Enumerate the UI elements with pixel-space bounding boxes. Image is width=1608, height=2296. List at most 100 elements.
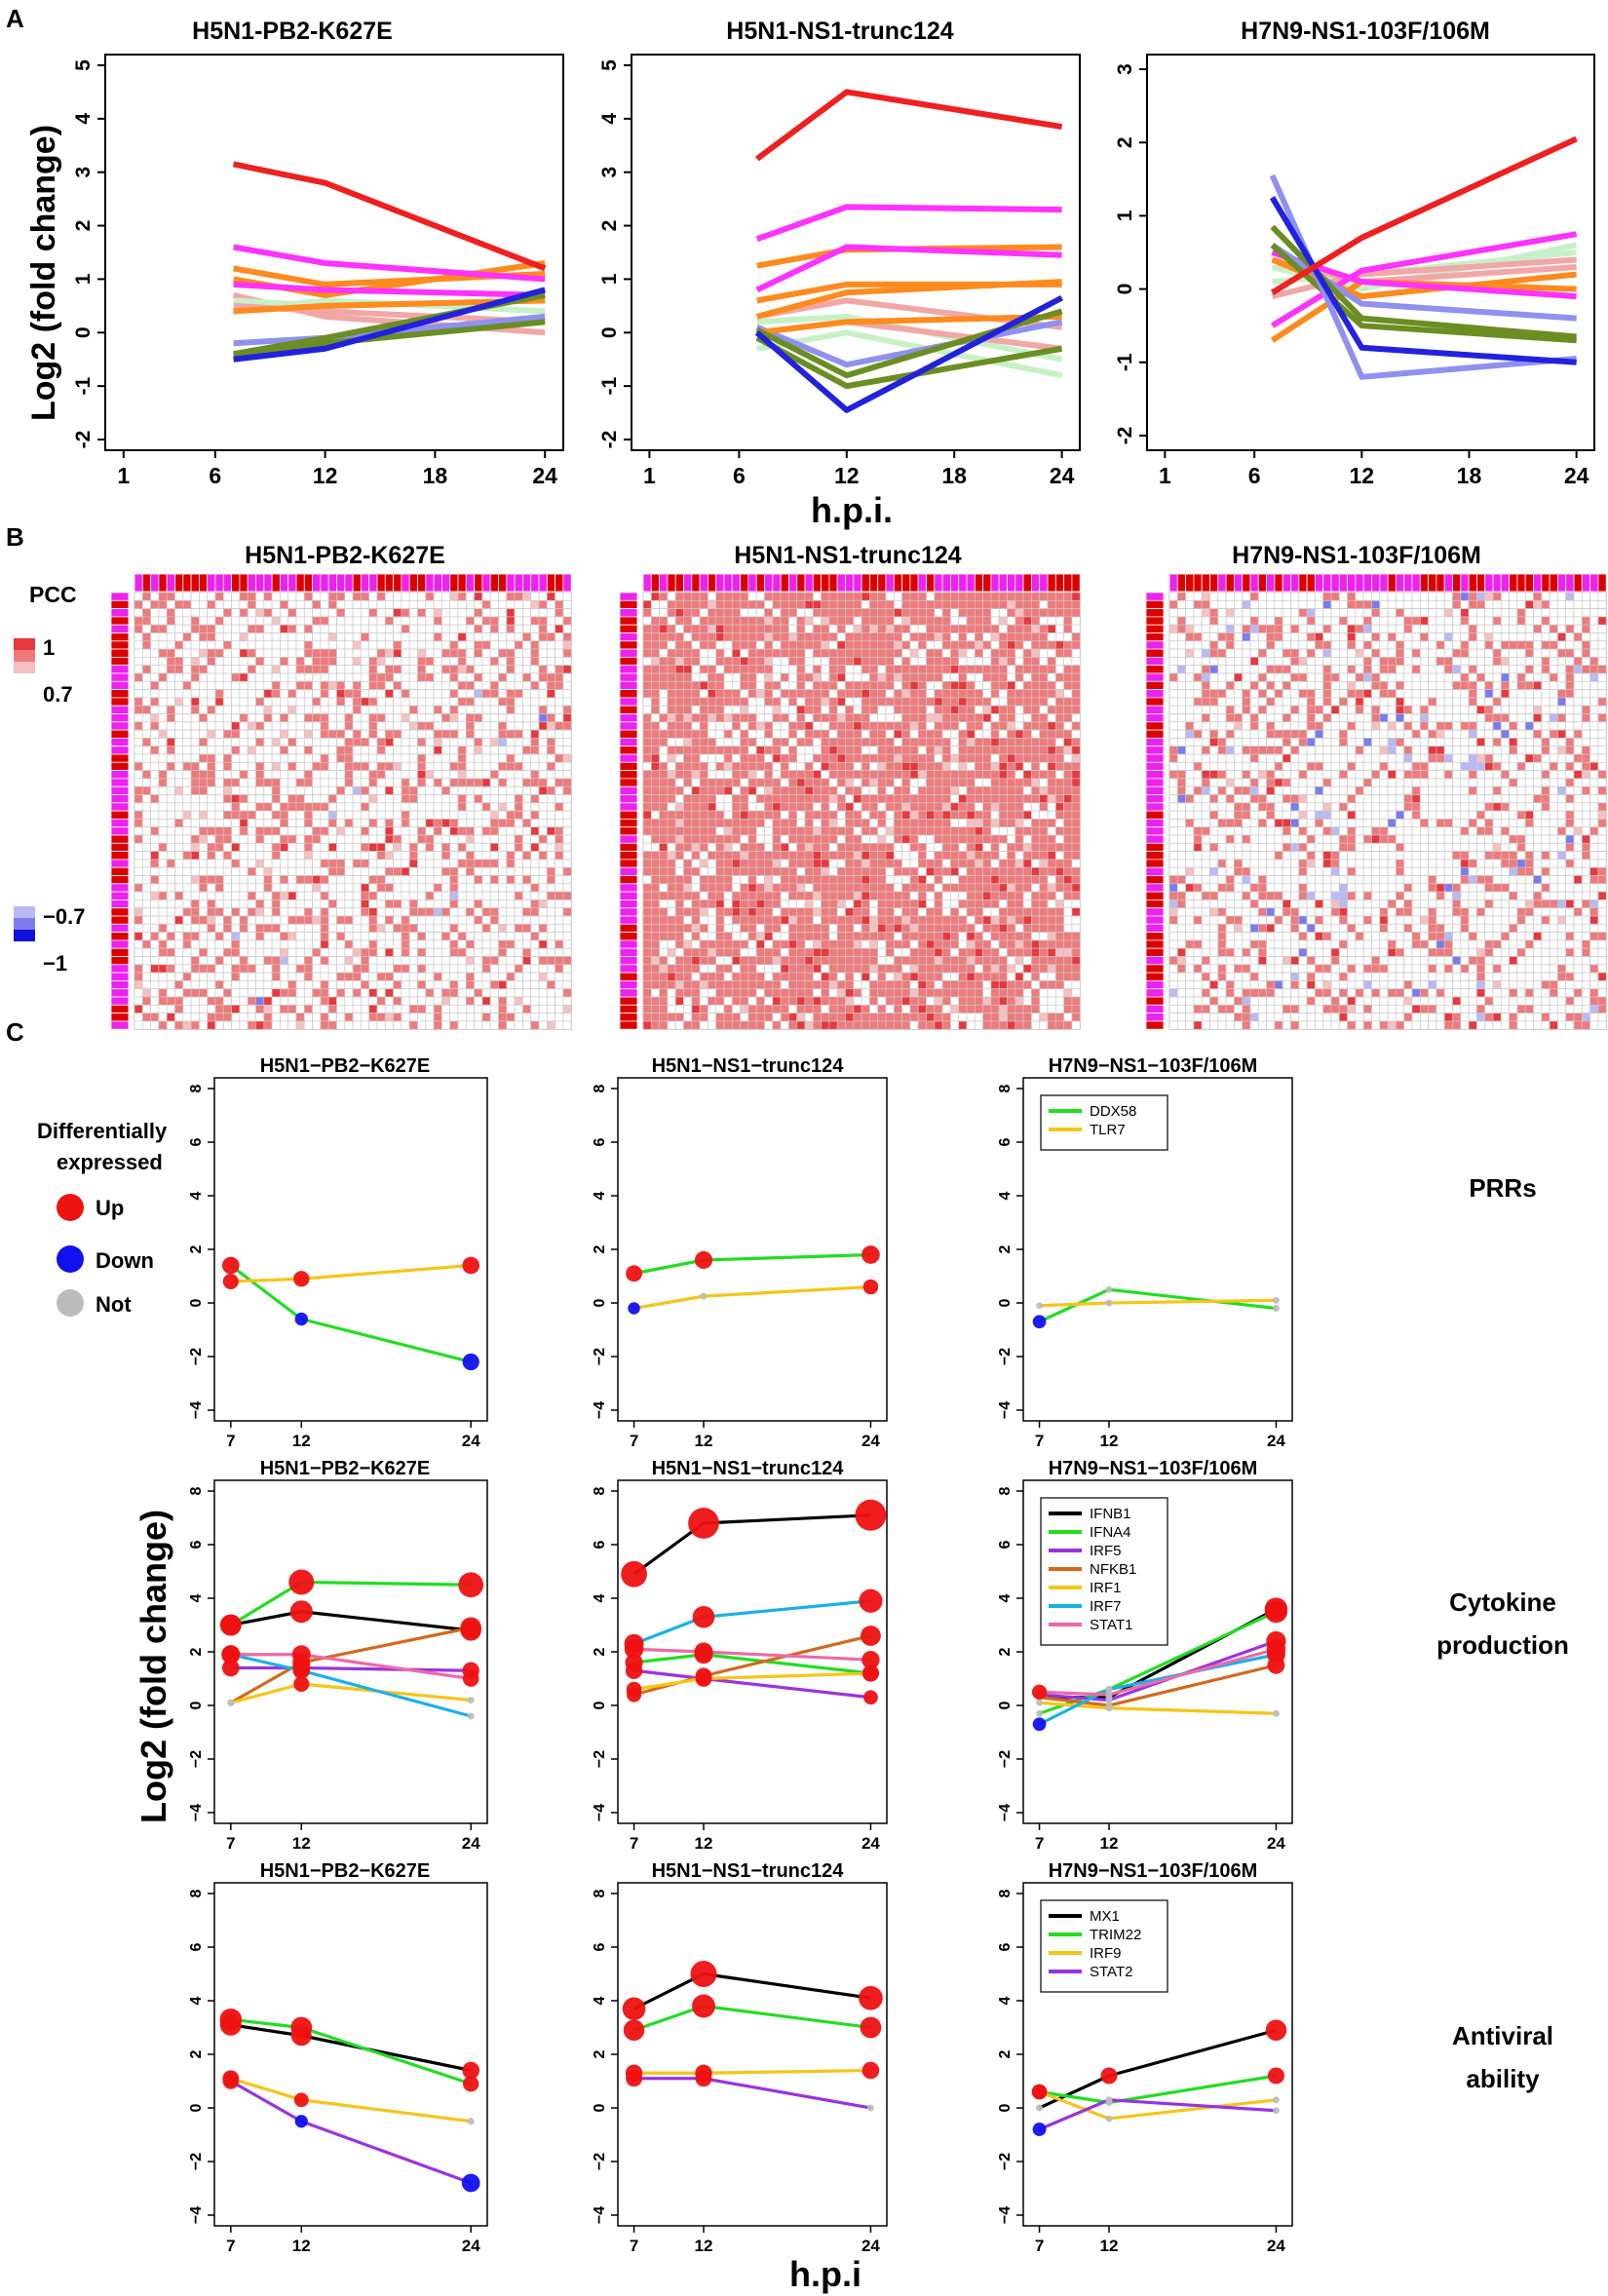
b-heatmap-cell bbox=[828, 802, 838, 812]
b-heatmap-cell bbox=[877, 657, 887, 667]
b-heatmap-cell bbox=[522, 705, 532, 714]
b-heatmap-cell bbox=[853, 608, 862, 618]
b-heatmap-cell bbox=[796, 738, 806, 747]
b-side-annotation-cell bbox=[619, 1004, 638, 1014]
b-heatmap-cell bbox=[417, 753, 427, 763]
b-heatmap-cell bbox=[287, 616, 297, 626]
b-heatmap-cell bbox=[1007, 834, 1016, 844]
a-y-tick-label: -2 bbox=[72, 431, 95, 449]
b-heatmap-cell bbox=[498, 680, 508, 690]
b-heatmap-cell bbox=[222, 996, 232, 1006]
b-heatmap-cell bbox=[474, 770, 483, 780]
b-heatmap-cell bbox=[312, 648, 322, 658]
b-heatmap-cell bbox=[425, 915, 435, 925]
b-heatmap-cell bbox=[214, 851, 224, 861]
b-heatmap-cell bbox=[174, 964, 184, 974]
b-heatmap-cell bbox=[731, 770, 741, 780]
b-heatmap-cell bbox=[731, 819, 741, 828]
b-heatmap-cell bbox=[934, 640, 943, 650]
b-heatmap-cell bbox=[312, 866, 322, 876]
b-heatmap-cell bbox=[190, 1004, 200, 1014]
b-heatmap-cell bbox=[1063, 672, 1073, 682]
b-heatmap-cell bbox=[239, 866, 249, 876]
b-heatmap-cell bbox=[642, 657, 652, 667]
b-heatmap-cell bbox=[465, 891, 475, 900]
b-heatmap-cell bbox=[312, 665, 322, 674]
b-heatmap-cell bbox=[352, 996, 362, 1006]
b-heatmap-cell bbox=[408, 842, 418, 852]
b-heatmap-cell bbox=[287, 680, 297, 690]
b-heatmap-cell bbox=[642, 785, 652, 795]
b-top-annotation-cell bbox=[295, 573, 305, 593]
b-heatmap-cell bbox=[659, 778, 669, 787]
b-heatmap-cell bbox=[449, 875, 459, 885]
b-heatmap-cell bbox=[280, 616, 289, 626]
b-heatmap-cell bbox=[222, 624, 232, 633]
b-heatmap-cell bbox=[263, 875, 273, 885]
b-heatmap-cell bbox=[425, 988, 435, 998]
b-heatmap-cell bbox=[755, 842, 765, 852]
b-heatmap-cell bbox=[158, 859, 168, 868]
b-heatmap-cell bbox=[731, 616, 741, 626]
b-heatmap-cell bbox=[514, 1013, 523, 1022]
b-heatmap-cell bbox=[893, 729, 902, 739]
b-heatmap-cell bbox=[538, 785, 548, 795]
b-heatmap-cell bbox=[449, 665, 459, 674]
b-heatmap-cell bbox=[207, 866, 216, 876]
b-heatmap-cell bbox=[1039, 697, 1049, 707]
b-heatmap-cell bbox=[247, 729, 256, 739]
b-heatmap-cell bbox=[845, 632, 855, 642]
b-heatmap-cell bbox=[384, 866, 394, 876]
b-heatmap-cell bbox=[506, 883, 516, 893]
b-heatmap-cell bbox=[303, 996, 313, 1006]
b-heatmap-cell bbox=[1071, 689, 1081, 699]
b-heatmap-cell bbox=[683, 785, 693, 795]
b-heatmap-cell bbox=[231, 1020, 241, 1030]
b-heatmap-cell bbox=[376, 980, 386, 990]
b-top-annotation-cell bbox=[393, 573, 402, 593]
b-heatmap-cell bbox=[384, 956, 394, 966]
b-heatmap-cell bbox=[239, 680, 249, 690]
b-heatmap-cell bbox=[642, 729, 652, 739]
b-heatmap-cell bbox=[158, 680, 168, 690]
b-heatmap-cell bbox=[231, 672, 241, 682]
b-heatmap-cell bbox=[667, 632, 676, 642]
b-heatmap-cell bbox=[562, 875, 572, 885]
b-heatmap-cell bbox=[498, 697, 508, 707]
b-heatmap-cell bbox=[877, 689, 887, 699]
b-side-annotation-cell bbox=[619, 616, 638, 626]
b-heatmap-cell bbox=[182, 819, 192, 828]
b-heatmap-cell bbox=[941, 834, 951, 844]
b-heatmap-cell bbox=[368, 996, 378, 1006]
b-heatmap-cell bbox=[836, 665, 846, 674]
b-heatmap-cell bbox=[1054, 672, 1064, 682]
b-heatmap-cell bbox=[506, 1020, 516, 1030]
b-heatmap-cell bbox=[327, 778, 337, 787]
b-heatmap-cell bbox=[514, 794, 523, 804]
b-heatmap-cell bbox=[699, 761, 708, 771]
b-heatmap-cell bbox=[231, 770, 241, 780]
b-heatmap-cell bbox=[804, 648, 814, 658]
b-heatmap-cell bbox=[731, 746, 741, 755]
b-heatmap-cell bbox=[731, 592, 741, 601]
b-heatmap-cell bbox=[376, 996, 386, 1006]
b-heatmap-cell bbox=[303, 592, 313, 601]
b-heatmap-cell bbox=[740, 697, 749, 707]
b-heatmap-cell bbox=[853, 785, 862, 795]
b-heatmap-cell bbox=[231, 721, 241, 731]
b-heatmap-cell bbox=[207, 689, 216, 699]
row-label-antiviral-1: Antiviral bbox=[1452, 2021, 1553, 2050]
b-heatmap-cell bbox=[222, 657, 232, 667]
b-heatmap-cell bbox=[506, 834, 516, 844]
pcc-label-0-7: 0.7 bbox=[43, 682, 73, 707]
b-heatmap-cell bbox=[796, 761, 806, 771]
b-heatmap-cell bbox=[828, 657, 838, 667]
b-heatmap-cell bbox=[974, 770, 983, 780]
b-top-annotation-cell bbox=[1015, 573, 1024, 593]
b-heatmap-cell bbox=[134, 778, 143, 787]
b-heatmap-cell bbox=[401, 608, 410, 618]
b-heatmap-cell bbox=[361, 883, 370, 893]
b-heatmap-cell bbox=[804, 599, 814, 609]
b-heatmap-cell bbox=[909, 721, 919, 731]
b-heatmap-cell bbox=[361, 746, 370, 755]
